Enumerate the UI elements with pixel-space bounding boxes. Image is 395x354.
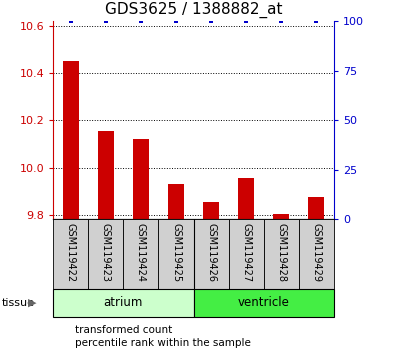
- Point: [243, 18, 249, 24]
- Text: GSM119423: GSM119423: [101, 223, 111, 282]
- Text: GSM119422: GSM119422: [66, 223, 76, 282]
- Point: [138, 18, 144, 24]
- Text: transformed count: transformed count: [75, 325, 172, 335]
- Text: GSM119429: GSM119429: [311, 223, 321, 282]
- Bar: [88, 219, 123, 289]
- Point: [68, 18, 74, 24]
- Bar: [63, 61, 79, 219]
- Text: GSM119425: GSM119425: [171, 223, 181, 282]
- Text: percentile rank within the sample: percentile rank within the sample: [75, 338, 251, 348]
- Text: GSM119427: GSM119427: [241, 223, 251, 282]
- Bar: [299, 219, 334, 289]
- Text: GSM119428: GSM119428: [276, 223, 286, 282]
- Point: [173, 18, 179, 24]
- Bar: [133, 139, 149, 219]
- Bar: [194, 219, 229, 289]
- Bar: [53, 219, 88, 289]
- Point: [208, 18, 214, 24]
- Point: [313, 18, 320, 24]
- Bar: [158, 219, 194, 289]
- Bar: [98, 131, 114, 219]
- Bar: [53, 289, 194, 317]
- Bar: [203, 202, 219, 219]
- Bar: [229, 219, 263, 289]
- Bar: [264, 219, 299, 289]
- Point: [103, 18, 109, 24]
- Text: tissue: tissue: [2, 298, 35, 308]
- Bar: [308, 197, 324, 219]
- Text: ▶: ▶: [28, 298, 37, 308]
- Bar: [168, 184, 184, 219]
- Text: GSM119424: GSM119424: [136, 223, 146, 282]
- Bar: [123, 219, 158, 289]
- Bar: [238, 178, 254, 219]
- Text: atrium: atrium: [104, 296, 143, 309]
- Text: GSM119426: GSM119426: [206, 223, 216, 282]
- Point: [278, 18, 284, 24]
- Title: GDS3625 / 1388882_at: GDS3625 / 1388882_at: [105, 2, 282, 18]
- Bar: [273, 213, 289, 219]
- Text: ventricle: ventricle: [238, 296, 290, 309]
- Bar: [194, 289, 334, 317]
